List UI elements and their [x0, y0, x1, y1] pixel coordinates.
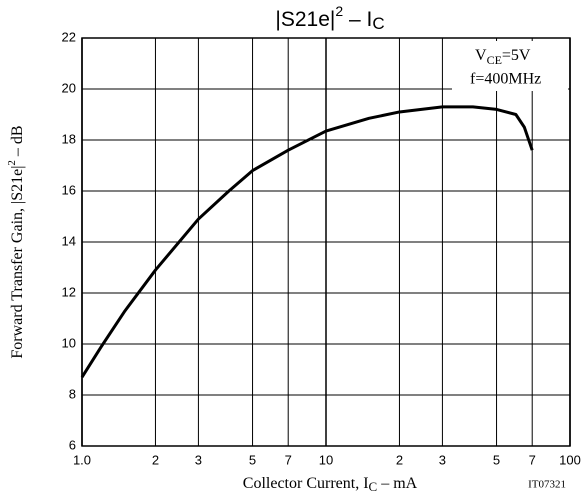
y-tick-label: 22 — [62, 29, 76, 44]
label-part: Collector Current, I — [243, 475, 369, 492]
x-tick-label: 3 — [195, 452, 202, 467]
title-part: C — [372, 14, 384, 33]
x-tick-label: 1.0 — [73, 452, 91, 467]
chart-title: |S21e|2 – IC — [275, 3, 384, 34]
x-tick-label: 5 — [249, 452, 256, 467]
label-part: C — [369, 479, 378, 494]
title-part: 2 — [335, 3, 343, 19]
annotation-part: =5V — [502, 47, 531, 64]
x-tick-label: 7 — [285, 452, 292, 467]
label-part: Forward Transfer Gain, |S21e| — [9, 166, 26, 359]
y-tick-label: 14 — [62, 233, 76, 248]
y-tick-label: 12 — [62, 284, 76, 299]
x-tick-label: 5 — [493, 452, 500, 467]
y-tick-label: 16 — [62, 182, 76, 197]
y-axis-label: Forward Transfer Gain, |S21e|2 – dB — [6, 125, 26, 358]
y-tick-label: 20 — [62, 80, 76, 95]
x-tick-label: 2 — [152, 452, 159, 467]
label-part: – dB — [9, 125, 26, 160]
x-tick-label: 7 — [529, 452, 536, 467]
title-part: |S21e| — [275, 8, 335, 31]
x-tick-label: 10 — [319, 452, 333, 467]
plot-frame — [81, 37, 571, 447]
annotation-freq: f=400MHz — [470, 71, 541, 88]
y-tick-label: 10 — [62, 335, 76, 350]
figure-code: IT07321 — [528, 479, 566, 491]
title-part: – I — [343, 8, 372, 31]
x-tick-label: 3 — [439, 452, 446, 467]
label-part: – mA — [377, 475, 417, 492]
x-tick-label: 2 — [396, 452, 403, 467]
annotation-part: V — [475, 47, 487, 64]
y-tick-label: 8 — [69, 386, 76, 401]
label-part: 2 — [6, 160, 18, 166]
y-tick-label: 6 — [69, 437, 76, 452]
annotation-box — [452, 41, 568, 91]
annotation-vce: VCE=5V — [475, 47, 531, 67]
y-tick-label: 18 — [62, 131, 76, 146]
x-axis-label: Collector Current, IC – mA — [243, 475, 418, 494]
annotation-part: CE — [487, 53, 502, 67]
x-tick-label: 100 — [559, 452, 581, 467]
data-line — [80, 105, 534, 378]
